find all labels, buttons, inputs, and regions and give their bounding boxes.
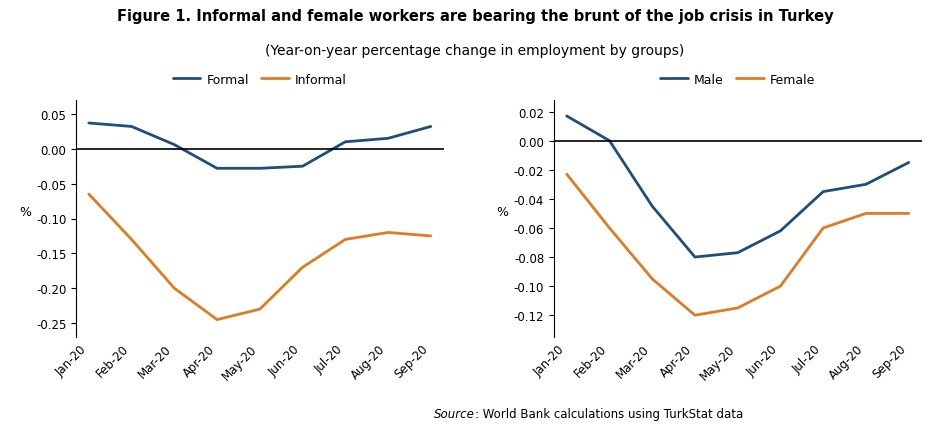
- Legend: Formal, Informal: Formal, Informal: [173, 74, 347, 87]
- Text: Source: World Bank calculations using TurkStat data: Source: World Bank calculations using Tu…: [321, 407, 629, 420]
- Y-axis label: %: %: [497, 206, 508, 219]
- Legend: Male, Female: Male, Female: [660, 74, 815, 87]
- Text: (Year-on-year percentage change in employment by groups): (Year-on-year percentage change in emplo…: [265, 44, 685, 58]
- Y-axis label: %: %: [19, 206, 30, 219]
- Text: : World Bank calculations using TurkStat data: : World Bank calculations using TurkStat…: [475, 407, 743, 420]
- Text: Source: Source: [434, 407, 475, 420]
- Text: Figure 1. Informal and female workers are bearing the brunt of the job crisis in: Figure 1. Informal and female workers ar…: [117, 9, 833, 24]
